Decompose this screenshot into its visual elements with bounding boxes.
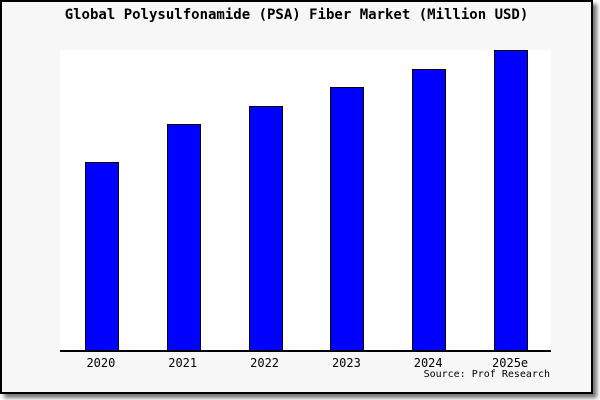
x-tick-label-2020: 2020 xyxy=(86,356,116,370)
bar-2023 xyxy=(330,86,365,350)
bar-2021 xyxy=(166,124,201,350)
x-tick-label-2024: 2024 xyxy=(413,356,443,370)
x-tick-label-2022: 2022 xyxy=(250,356,280,370)
chart-panel: Global Polysulfonamide (PSA) Fiber Marke… xyxy=(0,0,593,394)
x-tick-label-2025e: 2025e xyxy=(492,356,529,370)
bar-2022 xyxy=(248,105,283,350)
x-tick-label-2023: 2023 xyxy=(331,356,361,370)
bar-2025e xyxy=(494,50,529,350)
chart-title: Global Polysulfonamide (PSA) Fiber Marke… xyxy=(64,7,529,23)
source-credit: Source: Prof Research xyxy=(423,369,550,380)
x-tick-label-2021: 2021 xyxy=(168,356,198,370)
plot-area xyxy=(60,50,551,352)
bar-2020 xyxy=(84,161,119,350)
bar-2024 xyxy=(412,68,447,350)
